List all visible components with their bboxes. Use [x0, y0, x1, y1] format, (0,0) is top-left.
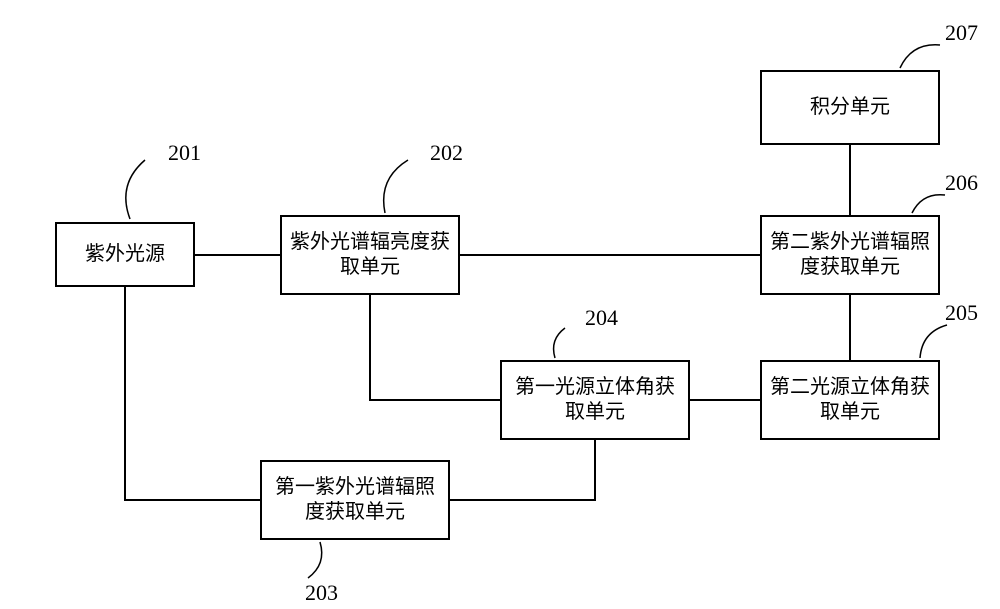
leader-line [126, 160, 145, 219]
node-first-solid-angle-unit: 第一光源立体角获取单元 [500, 360, 690, 440]
diagram-canvas: { "diagram": { "type": "flowchart", "bac… [0, 0, 1000, 609]
node-second-irradiance-unit: 第二紫外光谱辐照度获取单元 [760, 215, 940, 295]
leader-line [912, 195, 945, 213]
leader-line [384, 160, 408, 213]
node-text: 积分单元 [810, 95, 890, 120]
node-uv-source: 紫外光源 [55, 222, 195, 287]
edge [125, 287, 260, 500]
leader-line [900, 45, 940, 68]
ref-203: 203 [305, 580, 338, 606]
edge [450, 440, 595, 500]
ref-204: 204 [585, 305, 618, 331]
ref-201: 201 [168, 140, 201, 166]
leader-line [920, 325, 947, 358]
node-text: 第二光源立体角获取单元 [768, 375, 932, 425]
node-first-irradiance-unit: 第一紫外光谱辐照度获取单元 [260, 460, 450, 540]
node-text: 紫外光谱辐亮度获取单元 [288, 230, 452, 280]
ref-206: 206 [945, 170, 978, 196]
leader-line [554, 328, 565, 358]
ref-205: 205 [945, 300, 978, 326]
node-text: 第一光源立体角获取单元 [508, 375, 682, 425]
node-integration-unit: 积分单元 [760, 70, 940, 145]
node-text: 第一紫外光谱辐照度获取单元 [268, 475, 442, 525]
edge [370, 295, 500, 400]
node-second-solid-angle-unit: 第二光源立体角获取单元 [760, 360, 940, 440]
node-text: 第二紫外光谱辐照度获取单元 [768, 230, 932, 280]
node-radiance-unit: 紫外光谱辐亮度获取单元 [280, 215, 460, 295]
ref-207: 207 [945, 20, 978, 46]
leader-line [308, 542, 322, 578]
ref-202: 202 [430, 140, 463, 166]
node-text: 紫外光源 [85, 242, 165, 267]
